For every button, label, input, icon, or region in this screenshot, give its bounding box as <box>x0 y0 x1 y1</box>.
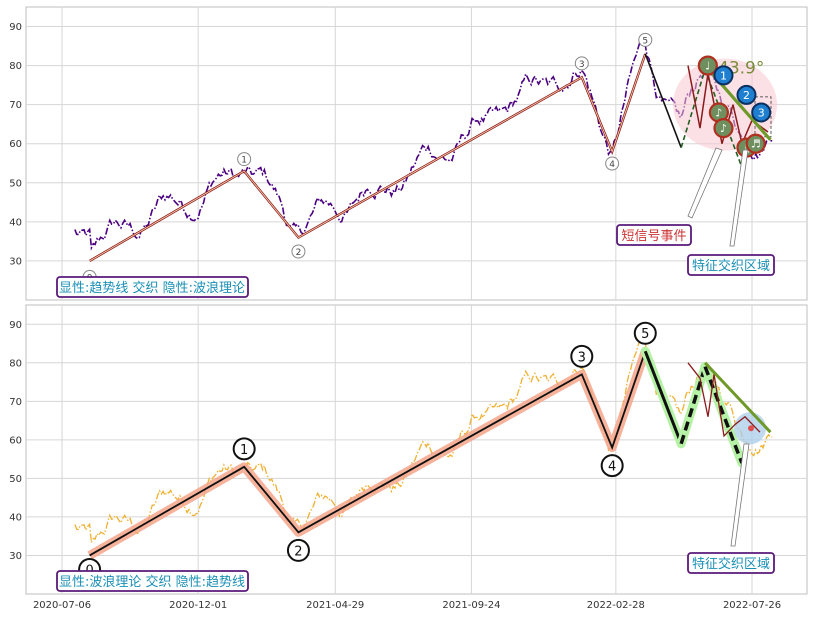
y-tick-label: 70 <box>9 100 22 111</box>
wave-line <box>89 350 647 557</box>
wave-label: 4 <box>609 160 615 170</box>
panel-caption-box <box>56 276 249 298</box>
wave-label: 2 <box>294 544 302 559</box>
extra-segment <box>680 69 706 148</box>
annotation-text: 特征交织区域 <box>692 258 770 274</box>
plot-area <box>25 304 808 595</box>
plot-area <box>25 6 808 301</box>
x-tick-label: 2020-12-01 <box>169 600 227 611</box>
wave-label-circle <box>574 56 589 71</box>
y-tick-label: 40 <box>9 217 22 228</box>
y-tick-label: 30 <box>9 256 22 267</box>
signal-marker-symbol: 1 <box>720 69 727 82</box>
price-line <box>74 339 773 545</box>
x-tick-label: 2020-07-06 <box>33 600 91 611</box>
extra-segment <box>644 53 682 148</box>
wave-label: 5 <box>641 327 649 342</box>
x-axis: 2020-07-06 2020-12-01 2021-04-29 2021-09-24… <box>33 600 781 611</box>
wave-label: 1 <box>240 443 248 458</box>
signal-marker <box>713 65 734 86</box>
annotation-arrow <box>729 149 749 247</box>
y-tick-label: 30 <box>9 551 22 562</box>
wave-line-inner <box>89 53 646 262</box>
y-tick-label: 90 <box>9 320 22 331</box>
wave-label: 1 <box>241 156 247 166</box>
annotation-text: 特征交织区域 <box>692 556 770 572</box>
wave-label-circle <box>286 538 310 562</box>
price-line <box>74 41 773 251</box>
wave-label-circle <box>291 244 306 259</box>
y-tick-label: 60 <box>9 139 22 150</box>
wave-label-circle <box>600 454 624 478</box>
x-tick-label: 2021-04-29 <box>306 600 364 611</box>
highlight-point <box>748 425 754 432</box>
wave-label: 5 <box>642 36 648 46</box>
extra-segment <box>643 350 683 445</box>
wave-label-circle <box>570 344 594 368</box>
annotation-arrow <box>687 147 723 219</box>
signal-marker <box>751 102 772 123</box>
wave-label-circle <box>237 152 252 167</box>
wave-label-circle <box>605 156 620 171</box>
annotation-box <box>687 552 775 574</box>
signal-marker <box>697 55 718 76</box>
wave-label: 4 <box>608 460 616 475</box>
signal-marker-symbol: ♫ <box>742 142 752 155</box>
annotation-text: 短信号事件 <box>621 229 686 244</box>
y-tick-label: 80 <box>9 61 22 72</box>
signal-marker <box>713 118 734 139</box>
panel-top: 3040506070809043.9°♩♪♪♫♬123012345短信号事件特征… <box>9 6 808 301</box>
wave-label: 2 <box>296 248 302 258</box>
panel-caption: 显性:趋势线 交织 隐性:波浪理论 <box>59 280 245 296</box>
wave-label: 3 <box>579 60 585 70</box>
signal-marker-symbol: 3 <box>758 106 765 119</box>
y-tick-label: 40 <box>9 512 22 523</box>
trend-line <box>703 361 772 434</box>
x-tick-label: 2022-02-28 <box>587 600 645 611</box>
annotation-arrow <box>730 443 750 547</box>
x-tick-label: 2021-09-24 <box>442 600 500 611</box>
x-tick-label: 2022-07-26 <box>723 600 781 611</box>
signal-marker-symbol: ♩ <box>705 60 710 73</box>
wave-label-circle <box>633 321 657 345</box>
y-tick-label: 60 <box>9 435 22 446</box>
panel-caption-box <box>56 570 249 592</box>
y-tick-label: 90 <box>9 22 22 33</box>
annotation-box <box>687 254 775 276</box>
y-tick-label: 50 <box>9 178 22 189</box>
panel-bottom: 30405060708090012345特征交织区域显性:波浪理论 交织 隐性:… <box>9 304 808 595</box>
wave-label-circle <box>638 32 653 47</box>
signal-marker-symbol: 2 <box>743 89 750 102</box>
panel-caption: 显性:波浪理论 交织 隐性:趋势线 <box>59 574 245 590</box>
signal-marker <box>736 84 757 105</box>
annotation-box <box>616 224 692 246</box>
y-tick-label: 50 <box>9 474 22 485</box>
zigzag-line <box>687 362 761 438</box>
wave-label-circle <box>232 437 256 461</box>
extra-segment <box>703 366 744 464</box>
y-tick-label: 80 <box>9 358 22 369</box>
extra-segment-highlight <box>676 362 710 449</box>
signal-marker-symbol: ♪ <box>720 122 727 135</box>
signal-marker <box>745 133 766 154</box>
wave-label: 3 <box>578 350 586 365</box>
signal-marker-symbol: ♬ <box>751 138 761 151</box>
signal-marker-symbol: ♪ <box>715 106 722 119</box>
y-tick-label: 70 <box>9 397 22 408</box>
